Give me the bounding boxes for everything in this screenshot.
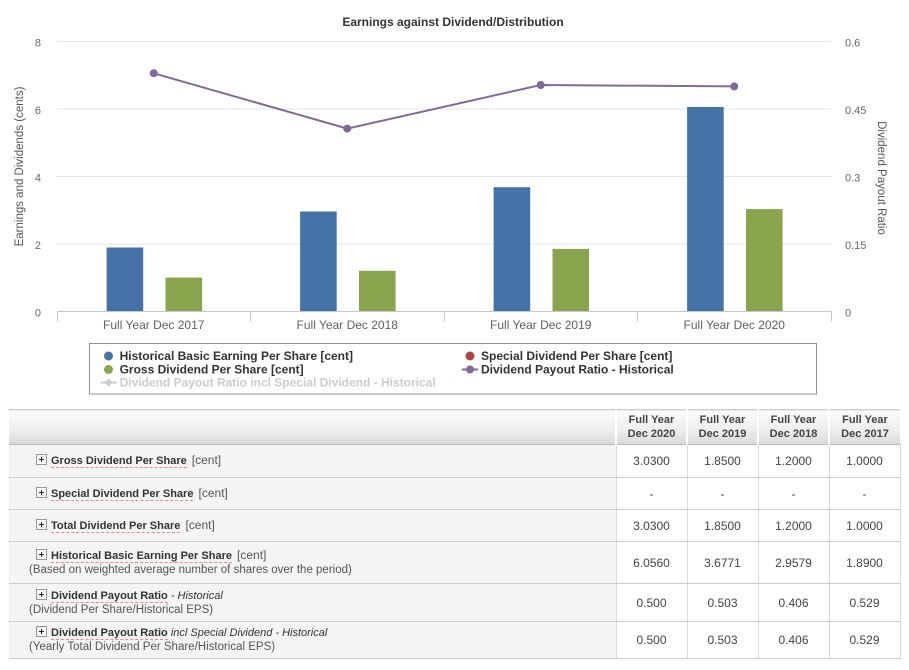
svg-text:Full Year Dec 2017: Full Year Dec 2017 [103,318,205,332]
svg-text:Earnings and Dividends (cents): Earnings and Dividends (cents) [14,86,26,246]
svg-text:0: 0 [35,308,41,320]
svg-text:Dividend Payout Ratio incl Spe: Dividend Payout Ratio incl Special Divid… [120,376,436,390]
svg-text:Full Year Dec 2019: Full Year Dec 2019 [490,318,592,332]
svg-text:Historical Basic Earning Per S: Historical Basic Earning Per Share [cent… [120,349,353,363]
svg-text:Special Dividend Per Share [ce: Special Dividend Per Share [cent] [481,349,672,363]
svg-text:0.3: 0.3 [845,173,860,185]
svg-text:0.6: 0.6 [845,38,860,50]
svg-text:Gross Dividend Per Share [cent: Gross Dividend Per Share [cent] [120,363,304,377]
svg-text:0.45: 0.45 [845,105,866,117]
svg-text:0.15: 0.15 [845,240,866,252]
svg-text:Dividend Payout Ratio - Histor: Dividend Payout Ratio - Historical [481,363,674,377]
svg-text:2: 2 [35,240,41,252]
svg-text:6: 6 [35,105,41,117]
svg-text:Earnings against Dividend/Dist: Earnings against Dividend/Distribution [342,15,563,29]
svg-text:Full Year Dec 2020: Full Year Dec 2020 [684,318,786,332]
svg-text:Full Year Dec 2018: Full Year Dec 2018 [297,318,399,332]
svg-text:Dividend Payout Ratio: Dividend Payout Ratio [875,121,887,235]
svg-text:8: 8 [35,38,41,50]
svg-text:4: 4 [35,173,41,185]
svg-text:0: 0 [845,308,851,320]
